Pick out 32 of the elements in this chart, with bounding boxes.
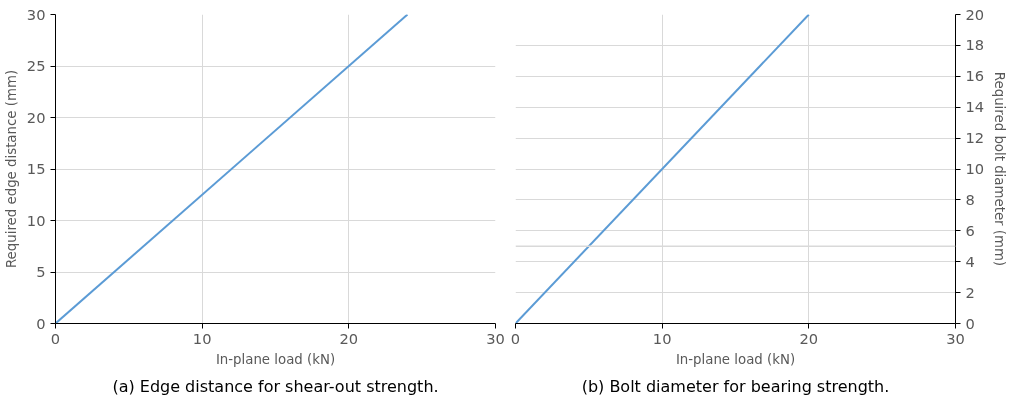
x-tick-label: 0 xyxy=(50,329,61,347)
y2-tick-label: 16 xyxy=(965,67,985,85)
x-tick-label: 20 xyxy=(799,329,819,347)
x-tick-label: 30 xyxy=(946,329,965,347)
y2-tick-label: 8 xyxy=(965,190,975,208)
y-tick-label: 20 xyxy=(26,108,46,126)
y-tick-label: 10 xyxy=(26,211,46,229)
y2-tick-label: 4 xyxy=(965,252,975,270)
x-tick-label: 10 xyxy=(192,329,212,347)
y-tick-label: 30 xyxy=(26,5,46,23)
y2-tick-label: 20 xyxy=(965,5,985,23)
y2-tick-label: 0 xyxy=(965,314,975,332)
x-axis-title: In-plane load (kN) xyxy=(675,351,796,367)
x-tick-label: 0 xyxy=(510,329,521,347)
x-tick-label: 30 xyxy=(486,329,505,347)
y-tick-label: 15 xyxy=(26,160,46,177)
y2-axis-title: Required bolt diameter (mm) xyxy=(992,71,1008,267)
text: (b) Bolt diameter for bearing strength. xyxy=(581,376,890,396)
text: (a) Edge distance for shear-out strength. xyxy=(112,376,439,396)
x-tick-label: 10 xyxy=(652,329,672,347)
y-tick-label: 0 xyxy=(36,314,46,332)
y-tick-label: 25 xyxy=(26,57,46,74)
y2-tick-label: 2 xyxy=(965,283,975,301)
y2-tick-label: 6 xyxy=(965,221,975,239)
y-tick-label: 5 xyxy=(36,263,46,280)
x-tick-label: 20 xyxy=(339,329,359,347)
x-axis-title: In-plane load (kN) xyxy=(215,351,336,367)
y2-tick-label: 12 xyxy=(965,129,985,147)
y2-tick-label: 10 xyxy=(965,160,985,177)
y2-tick-label: 14 xyxy=(965,98,985,116)
y2-tick-label: 18 xyxy=(965,36,985,54)
y-axis-title: Required edge distance (mm) xyxy=(3,69,19,269)
